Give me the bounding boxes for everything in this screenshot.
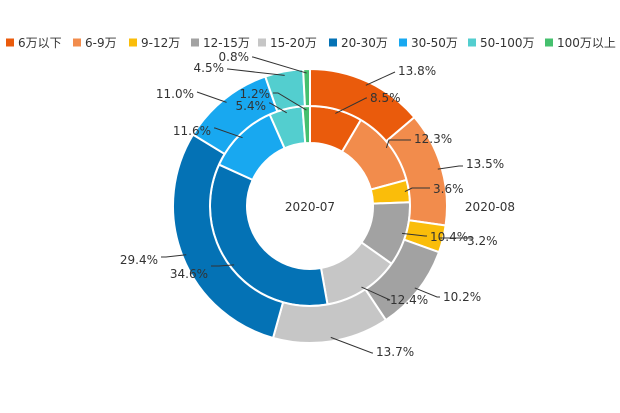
inner-slice-label: 10.4% [430, 230, 468, 244]
legend-item[interactable]: 15-20万 [258, 36, 317, 50]
label-leader-line [227, 68, 285, 76]
legend-item[interactable]: 6-9万 [73, 36, 117, 50]
outer-slice-label: 10.2% [443, 290, 481, 304]
legend-swatch [258, 38, 266, 47]
outer-slice-label: 3.2% [467, 234, 498, 248]
label-leader-line [401, 232, 427, 237]
label-leader-line [211, 264, 235, 267]
legend-item[interactable]: 30-50万 [399, 36, 458, 50]
legend-label: 20-30万 [341, 36, 388, 50]
outer-slice[interactable] [302, 68, 311, 108]
rings [172, 68, 448, 344]
legend-label: 30-50万 [411, 36, 458, 50]
label-leader-line [404, 187, 430, 193]
inner-slice-label: 1.2% [240, 87, 271, 101]
legend-swatch [191, 38, 199, 47]
legend-item[interactable]: 20-30万 [329, 36, 388, 50]
legend-label: 100万以上 [557, 36, 616, 50]
outer-slice-label: 13.7% [376, 345, 414, 359]
legend-swatch [329, 38, 337, 47]
outer-slice-label: 11.0% [156, 87, 194, 101]
legend-label: 6万以下 [18, 36, 62, 50]
outer-slice-label: 0.8% [219, 50, 250, 64]
series-names: 2020-07 2020-08 [285, 200, 515, 214]
inner-slice-label: 11.6% [173, 124, 211, 138]
outer-slice-label: 13.8% [398, 64, 436, 78]
label-leader-line [361, 286, 391, 301]
legend-item[interactable]: 50-100万 [468, 36, 535, 50]
legend-swatch [6, 38, 14, 47]
label-leader-line [365, 71, 396, 86]
label-leader-line [161, 254, 187, 258]
outer-slice-label: 29.4% [120, 253, 158, 267]
label-leader-line [414, 287, 440, 298]
label-leader-line [335, 97, 367, 114]
legend: 6万以下 6-9万 9-12万 12-15万 15-20万 20-30万 30-50万 50-… [6, 36, 616, 50]
inner-slice-label: 12.4% [390, 293, 428, 307]
label-leader-line [437, 165, 463, 170]
inner-ring-name: 2020-07 [285, 200, 335, 214]
legend-item[interactable]: 9-12万 [129, 36, 180, 50]
legend-item[interactable]: 100万以上 [545, 36, 616, 50]
outer-slice-label: 13.5% [466, 157, 504, 171]
legend-label: 6-9万 [85, 36, 117, 50]
outer-slice-label: 4.5% [194, 61, 225, 75]
legend-item[interactable]: 6万以下 [6, 36, 62, 50]
inner-slice-label: 34.6% [170, 267, 208, 281]
legend-swatch [399, 38, 407, 47]
legend-item[interactable]: 12-15万 [191, 36, 250, 50]
legend-swatch [129, 38, 137, 47]
inner-slice-label: 5.4% [236, 99, 267, 113]
label-leader-line [269, 102, 287, 114]
label-leader-line [196, 91, 227, 103]
label-leader-line [385, 139, 411, 149]
inner-slice-label: 12.3% [414, 132, 452, 146]
legend-label: 15-20万 [270, 36, 317, 50]
legend-swatch [73, 38, 81, 47]
inner-slice-label: 3.6% [433, 182, 464, 196]
label-leader-line [252, 56, 307, 74]
outer-ring-name: 2020-08 [465, 200, 515, 214]
data-labels: 8.5% 12.3% 3.6% 10.4% 12.4% 34.6% 11.6% 5.4%1.2… [120, 50, 504, 359]
legend-label: 9-12万 [141, 36, 180, 50]
legend-label: 12-15万 [203, 36, 250, 50]
label-leader-line [273, 92, 307, 111]
label-leader-line [330, 336, 373, 354]
legend-swatch [545, 38, 553, 47]
legend-label: 50-100万 [480, 36, 535, 50]
legend-swatch [468, 38, 476, 47]
inner-slice-label: 8.5% [370, 91, 401, 105]
label-leader-line [214, 127, 243, 139]
